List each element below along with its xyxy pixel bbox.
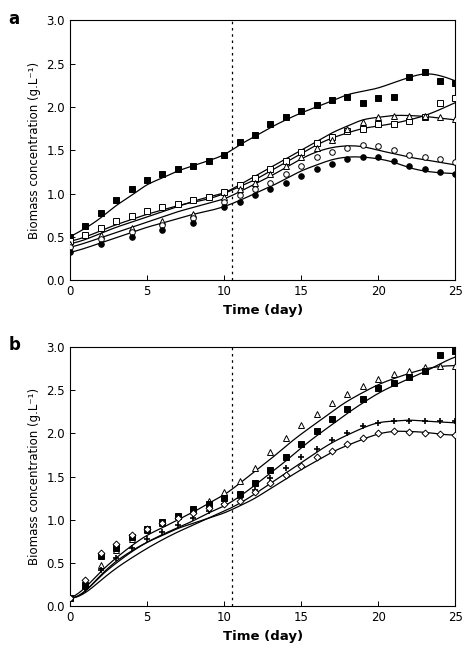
X-axis label: Time (day): Time (day) [223,303,303,317]
Y-axis label: Biomass concentration (g.L⁻¹): Biomass concentration (g.L⁻¹) [28,388,41,565]
X-axis label: Time (day): Time (day) [223,630,303,643]
Text: b: b [8,336,20,354]
Y-axis label: Biomass concentration (g.L⁻¹): Biomass concentration (g.L⁻¹) [28,61,41,239]
Text: a: a [8,10,19,28]
